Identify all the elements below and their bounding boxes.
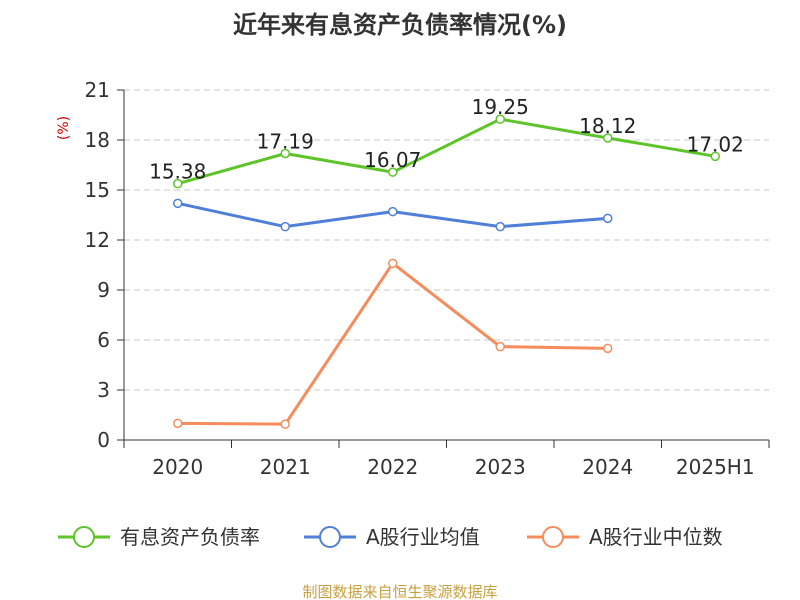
series-lines	[173, 114, 720, 429]
data-point	[710, 151, 720, 162]
y-axis-unit: (%)	[56, 116, 72, 140]
x-tick-label: 2025H1	[676, 455, 755, 479]
data-point	[280, 148, 290, 159]
data-point	[495, 221, 505, 232]
legend-marker	[73, 526, 95, 548]
legend-label: A股行业中位数	[589, 525, 723, 549]
grid-lines	[124, 89, 769, 391]
series-line-2	[177, 261, 608, 426]
data-point	[280, 419, 290, 429]
legend-item-2: A股行业中位数	[527, 525, 723, 549]
data-label: 15.38	[149, 160, 206, 184]
data-label: 16.07	[364, 148, 421, 172]
axes: 0 3 6 9 12 15 18 21 2020 2021 2022 2023 2024 2025H1	[85, 78, 770, 479]
data-point	[603, 213, 613, 224]
chart-title: 近年来有息资产负债率情况(%)	[233, 11, 567, 39]
data-label: 19.25	[472, 95, 529, 119]
data-labels: 15.38 17.19 16.07 19.25 18.12 17.02	[149, 95, 744, 184]
legend-marker	[319, 526, 341, 548]
data-point	[603, 343, 613, 354]
y-tick-label: 12	[85, 228, 110, 252]
x-tick-label: 2021	[260, 455, 311, 479]
data-point	[280, 221, 290, 232]
y-tick-label: 0	[97, 428, 110, 452]
legend-marker	[542, 526, 564, 548]
y-tick-label: 15	[85, 178, 110, 202]
data-point	[495, 114, 505, 124]
data-label: 17.19	[257, 130, 314, 154]
x-tick-label: 2023	[475, 455, 526, 479]
data-label: 17.02	[687, 132, 744, 156]
data-point	[173, 418, 183, 429]
legend-item-0: 有息资产负债率	[58, 525, 260, 549]
legend-label: 有息资产负债率	[120, 525, 260, 549]
x-tick-label: 2024	[582, 455, 633, 479]
y-tick-label: 9	[97, 278, 110, 302]
data-point	[388, 167, 398, 177]
data-point	[388, 206, 398, 217]
data-point	[495, 341, 505, 352]
legend: 有息资产负债率 A股行业均值 A股行业中位数	[58, 525, 723, 549]
legend-item-1: A股行业均值	[304, 525, 480, 549]
y-tick-label: 6	[97, 328, 110, 352]
data-label: 18.12	[579, 114, 636, 138]
series-line-0	[177, 117, 716, 186]
source-note: 制图数据来自恒生聚源数据库	[302, 583, 497, 600]
legend-label: A股行业均值	[366, 525, 480, 549]
y-tick-label: 3	[97, 378, 110, 402]
data-point	[173, 198, 183, 209]
data-point	[603, 133, 613, 143]
x-tick-label: 2022	[367, 455, 418, 479]
y-tick-label: 18	[85, 128, 110, 152]
data-point	[173, 178, 183, 189]
data-point	[388, 258, 398, 269]
y-tick-label: 21	[85, 78, 110, 102]
x-tick-label: 2020	[152, 455, 203, 479]
